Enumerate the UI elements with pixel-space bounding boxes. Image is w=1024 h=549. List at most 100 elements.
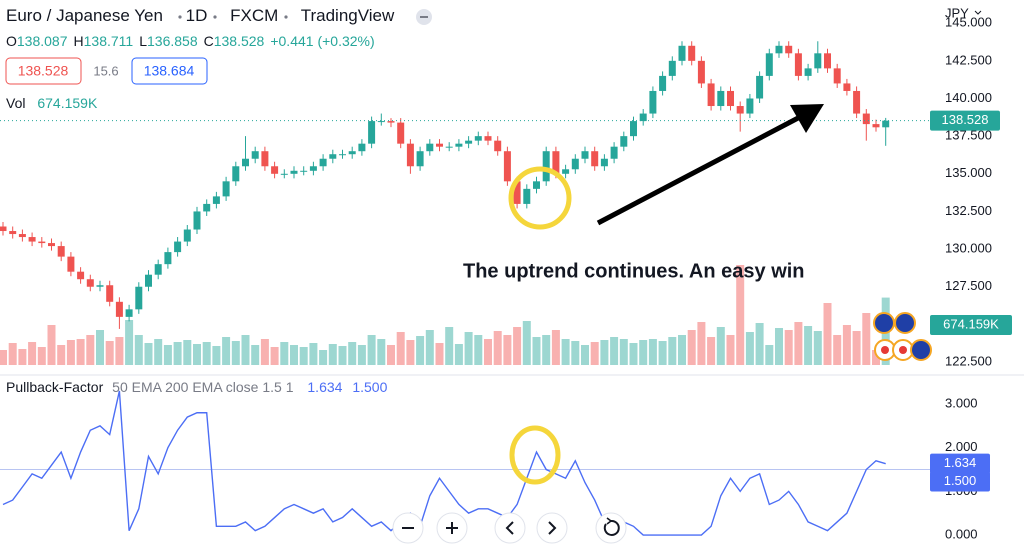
candle-body <box>436 143 443 147</box>
scroll-right-button[interactable] <box>536 512 568 544</box>
volume-bar <box>18 349 27 365</box>
volume-bar <box>435 343 444 365</box>
reset-button[interactable] <box>595 512 627 544</box>
volume-bar <box>484 339 492 365</box>
change: +0.441 (+0.32%) <box>270 33 374 49</box>
volume-bar <box>416 336 425 365</box>
volume-bar <box>134 335 143 365</box>
volume-bar <box>183 340 192 365</box>
candle-body <box>445 146 453 148</box>
indicator-value-box <box>930 453 990 474</box>
candle-body <box>426 143 434 152</box>
candle-body <box>533 181 540 189</box>
y-tick-label: 130.000 <box>945 241 992 256</box>
arrow-head <box>790 104 824 133</box>
candle-body <box>48 243 55 247</box>
indicator-level: 1.500 <box>352 379 387 395</box>
candle-body <box>212 196 220 204</box>
candle-body <box>513 181 521 204</box>
volume-bar <box>387 345 395 365</box>
candle-body <box>474 136 482 141</box>
volume-bar <box>270 347 279 365</box>
volume-bar <box>173 342 182 365</box>
volume-bar <box>396 332 405 365</box>
candle-body <box>67 256 75 272</box>
ohlc-key: L <box>139 33 147 49</box>
y-tick-label: 132.500 <box>945 203 992 218</box>
ohlc-value: 138.528 <box>214 33 265 49</box>
ohlc-key: H <box>74 33 84 49</box>
candle-body <box>319 158 327 167</box>
event-flags[interactable] <box>873 312 932 361</box>
y-tick-label: 140.000 <box>945 90 992 105</box>
candle-body <box>765 53 773 76</box>
volume-bar <box>0 350 7 365</box>
candle-body <box>280 173 288 175</box>
y-tick-label: 3.000 <box>945 395 978 410</box>
zoom-in-button[interactable] <box>436 512 468 544</box>
volume-bar <box>474 335 483 365</box>
candle-body <box>203 203 211 212</box>
highlight-circle <box>508 166 572 230</box>
volume-bar <box>571 341 580 365</box>
volume-bar <box>794 322 803 365</box>
volume-bar <box>775 328 783 365</box>
candle-body <box>756 75 764 99</box>
buy-button[interactable] <box>131 57 208 85</box>
volume-bar <box>464 332 473 365</box>
symbol-header: Euro / Japanese Yen 1D FXCM TradingView <box>6 6 395 25</box>
candle-body <box>620 136 628 147</box>
candle-body <box>193 211 201 230</box>
indicator-legend: Pullback-Factor 50 EMA 200 EMA close 1.5… <box>6 379 388 395</box>
volume-bar <box>144 343 153 365</box>
candle-body <box>358 143 366 152</box>
candle-body <box>746 98 754 114</box>
volume-bar <box>319 350 328 365</box>
arrow-shaft <box>596 114 802 226</box>
volume-bar <box>668 337 677 365</box>
volume-bar <box>581 345 589 365</box>
y-tick-label: 142.500 <box>945 52 992 67</box>
volume-bar <box>251 345 260 365</box>
candle-body <box>242 158 249 167</box>
candle-body <box>882 120 890 128</box>
volume-bar <box>445 327 454 365</box>
volume-bar <box>852 331 861 365</box>
scroll-left-button[interactable] <box>494 512 526 544</box>
volume-value: 674.159K <box>37 95 98 111</box>
sell-button[interactable] <box>5 57 82 85</box>
volume-bar <box>736 265 745 365</box>
candle-body <box>552 151 560 174</box>
volume-bar <box>493 331 502 365</box>
volume-bar <box>280 342 289 365</box>
volume-bar <box>600 340 609 365</box>
volume-bar <box>357 345 366 365</box>
ohlc-value: 136.858 <box>147 33 198 49</box>
candle-body <box>775 45 783 54</box>
volume-bar <box>96 330 104 365</box>
candle-body <box>455 143 463 147</box>
volume-bar <box>86 335 95 365</box>
volume-bar <box>707 337 716 365</box>
volume-bar <box>872 350 880 365</box>
platform: TradingView <box>301 6 395 25</box>
zoom-out-button[interactable] <box>392 512 424 544</box>
volume-bar <box>193 344 201 365</box>
y-tick-label: 0.000 <box>945 526 978 541</box>
volume-bar <box>367 335 376 365</box>
volume-bar <box>105 341 114 365</box>
candle-body <box>571 158 579 170</box>
last-price-label: 138.528 <box>942 112 989 127</box>
volume-bar <box>425 330 434 365</box>
volume-bar <box>37 347 46 365</box>
candle-body <box>853 90 861 114</box>
candle-body <box>309 166 317 171</box>
candle-body <box>28 237 36 242</box>
candle-body <box>271 166 279 174</box>
candle-body <box>86 279 94 287</box>
candle-body <box>387 121 395 123</box>
volume-bar <box>629 343 638 365</box>
volume-bar <box>212 346 221 365</box>
currency[interactable]: JPY <box>945 5 969 20</box>
